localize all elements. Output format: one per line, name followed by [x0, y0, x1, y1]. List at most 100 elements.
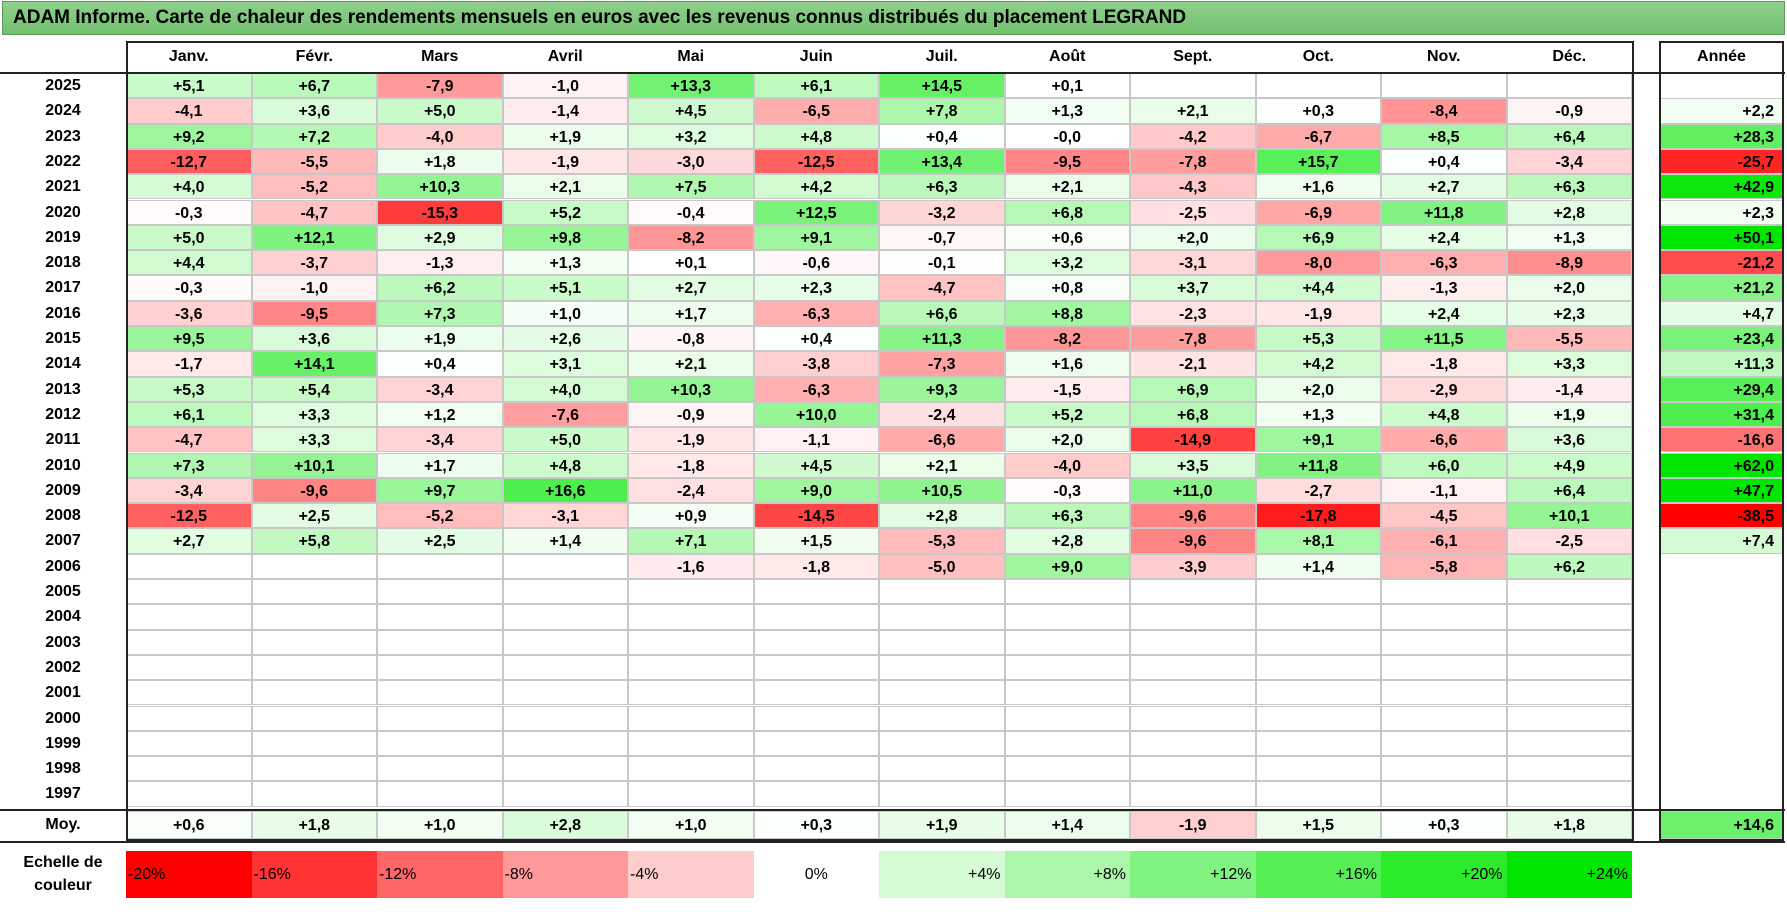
heatmap-cell: +0,1	[1004, 73, 1130, 99]
heatmap-cell: +9,7	[377, 477, 503, 504]
heatmap-cell	[1381, 604, 1507, 630]
heatmap-cell	[251, 579, 377, 605]
heatmap-cell: -3,1	[502, 503, 628, 529]
heatmap-cell	[1130, 604, 1256, 630]
heatmap-cell	[879, 705, 1005, 731]
year-label: 1999	[45, 734, 81, 752]
heatmap-cell: -1,4	[502, 98, 628, 124]
year-label: 2010	[45, 456, 81, 474]
heatmap-cell: +3,3	[251, 401, 377, 428]
heatmap-cell: +1,5	[753, 528, 879, 554]
year-label: 2007	[45, 532, 81, 550]
heatmap-cell: +2,0	[1004, 427, 1130, 453]
heatmap-cell: +3,2	[1004, 250, 1130, 276]
annual-cell	[1660, 781, 1783, 807]
heatmap-cell: -0,7	[879, 224, 1005, 251]
heatmap-cell: +5,8	[251, 528, 377, 554]
annual-cell	[1660, 629, 1783, 655]
heatmap-cell: +8,5	[1381, 123, 1507, 149]
year-label: 2004	[45, 608, 81, 626]
heatmap-cell: +2,0	[1255, 376, 1381, 402]
heatmap-cell	[502, 579, 628, 605]
heatmap-cell: +6,8	[1130, 401, 1256, 428]
heatmap-cell: +6,6	[879, 300, 1005, 326]
heatmap-cell: -7,6	[502, 401, 628, 428]
heatmap-cell: -6,9	[1255, 199, 1381, 225]
heatmap-cell: -3,0	[628, 148, 754, 175]
heatmap-cell: +6,7	[251, 73, 377, 99]
heatmap-cell: +1,9	[1506, 401, 1632, 428]
heatmap-cell	[1506, 604, 1632, 630]
scale-swatch: -12%	[377, 851, 503, 898]
heatmap-cell: +7,8	[879, 98, 1005, 124]
heatmap-cell	[126, 705, 252, 731]
heatmap-cell: +0,8	[1004, 275, 1130, 301]
annual-cell	[1660, 705, 1783, 731]
heatmap-cell: -3,7	[251, 250, 377, 276]
heatmap-cell	[377, 680, 503, 706]
year-label: 2013	[45, 380, 81, 398]
heatmap-cell: +11,3	[879, 326, 1005, 352]
heatmap-cell: -1,1	[1381, 477, 1507, 504]
average-label: Moy.	[45, 816, 81, 833]
year-label: 2015	[45, 330, 81, 347]
average-cell: +0,3	[1381, 811, 1507, 839]
heatmap-cell	[1130, 781, 1256, 807]
heatmap-cell: -6,1	[1381, 528, 1507, 554]
heatmap-cell: +2,5	[251, 503, 377, 529]
heatmap-cell: -1,8	[628, 452, 754, 478]
heatmap-cell: -14,5	[753, 503, 879, 529]
heatmap-cell: -2,5	[1506, 528, 1632, 554]
heatmap-cell: +3,7	[1130, 275, 1256, 301]
annual-cell: +21,2	[1660, 275, 1783, 301]
heatmap-cell: -5,8	[1381, 553, 1507, 579]
heatmap-cell	[251, 654, 377, 681]
month-header: Févr.	[295, 48, 333, 65]
heatmap-cell: -12,7	[126, 148, 252, 175]
heatmap-cell: +2,8	[1506, 199, 1632, 225]
heatmap-cell: +1,8	[377, 148, 503, 175]
month-header: Juin	[799, 48, 833, 65]
heatmap-cell: -6,3	[753, 300, 879, 326]
heatmap-cell: -0,3	[1004, 477, 1130, 504]
heatmap-cell: +3,6	[251, 98, 377, 124]
heatmap-cell	[1004, 781, 1130, 807]
average-cell: -1,9	[1130, 811, 1256, 839]
heatmap-cell: +10,3	[628, 376, 754, 402]
scale-swatch: +16%	[1255, 851, 1381, 898]
heatmap-cell	[1506, 654, 1632, 681]
heatmap-cell	[1506, 629, 1632, 655]
heatmap-cell	[502, 654, 628, 681]
average-cell: +1,9	[879, 811, 1005, 839]
heatmap-cell	[879, 654, 1005, 681]
heatmap-cell: -1,9	[502, 148, 628, 175]
scale-swatch: 0%	[753, 851, 879, 898]
heatmap-cell: -5,5	[251, 148, 377, 175]
annual-cell: +11,3	[1660, 351, 1783, 377]
heatmap-cell: -1,0	[251, 275, 377, 301]
heatmap-cell	[126, 680, 252, 706]
heatmap-cell	[251, 680, 377, 706]
heatmap-cell	[377, 781, 503, 807]
heatmap-cell: +9,1	[1255, 427, 1381, 453]
heatmap-cell: -9,6	[1130, 503, 1256, 529]
heatmap-cell: +7,3	[377, 300, 503, 326]
scale-swatch: +20%	[1381, 851, 1507, 898]
heatmap-cell: -3,8	[753, 351, 879, 377]
heatmap-cell: +10,3	[377, 174, 503, 200]
heatmap-cell: +3,6	[251, 326, 377, 352]
annual-cell	[1660, 680, 1783, 706]
heatmap-cell: +12,1	[251, 224, 377, 251]
average-cell: +1,0	[377, 811, 503, 839]
heatmap-cell	[126, 730, 252, 757]
heatmap-cell: +2,9	[377, 224, 503, 251]
heatmap-cell: +2,1	[628, 351, 754, 377]
year-label: 2008	[45, 507, 81, 525]
heatmap-cell: +7,2	[251, 123, 377, 149]
heatmap-cell	[126, 629, 252, 655]
annual-cell: +29,4	[1660, 376, 1783, 402]
heatmap-cell: +10,1	[251, 452, 377, 478]
year-label: 2001	[45, 684, 81, 702]
heatmap-cell	[1004, 705, 1130, 731]
heatmap-cell: +5,3	[126, 376, 252, 402]
